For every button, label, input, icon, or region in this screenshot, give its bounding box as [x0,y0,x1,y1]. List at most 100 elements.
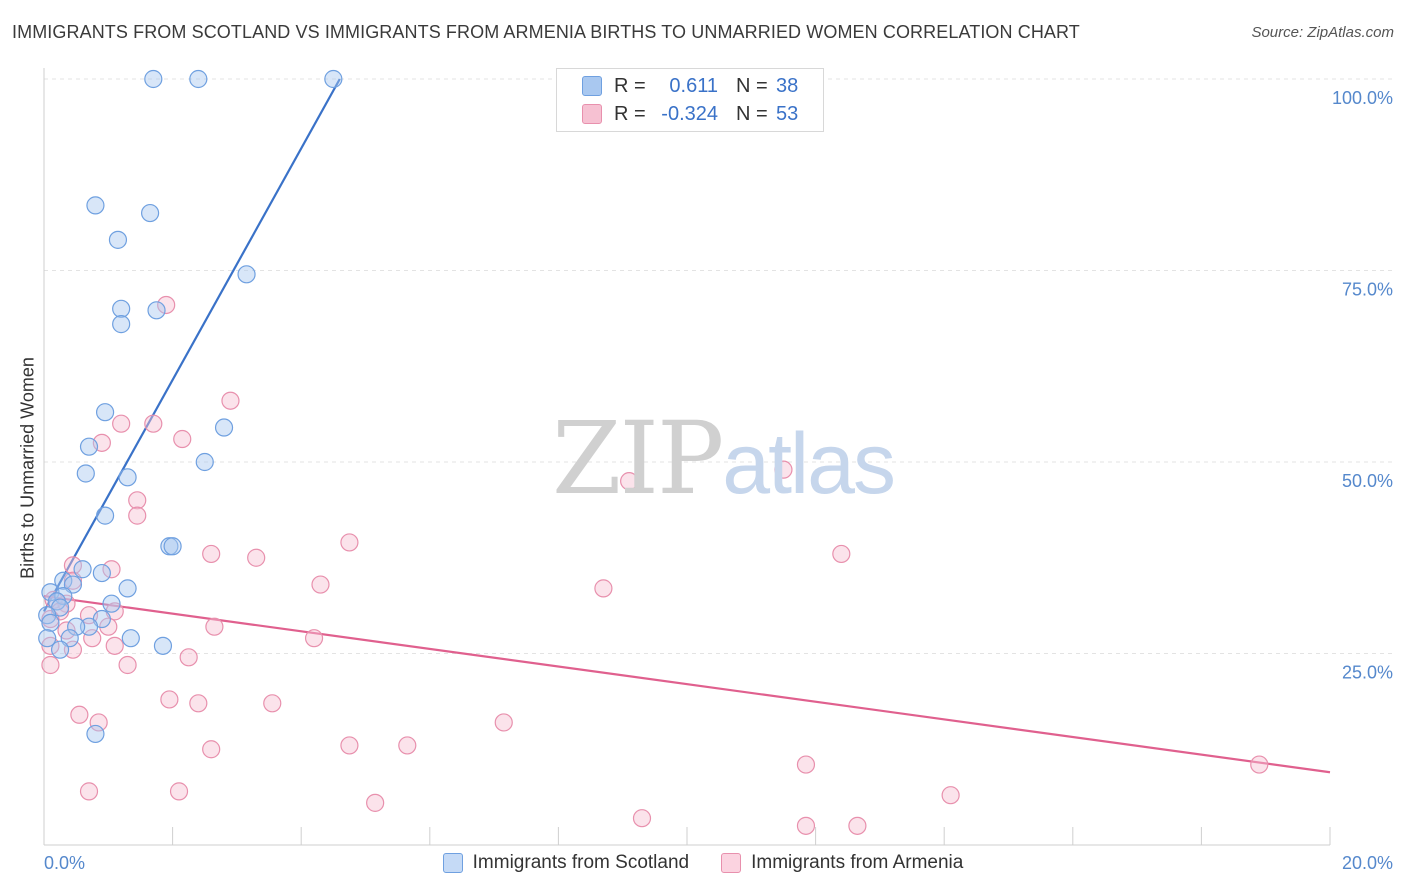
point-armenia [311,575,330,594]
watermark-atlas: atlas [722,416,896,512]
point-armenia [205,617,224,636]
point-armenia [366,793,385,812]
source-label: Source: ZipAtlas.com [1251,24,1394,41]
legend-swatch-scotland [582,76,602,96]
point-scotland [86,724,105,744]
point-armenia [83,629,102,648]
point-armenia [247,548,266,567]
series-legend: Immigrants from Scotland Immigrants from… [0,852,1406,874]
point-armenia [848,816,867,835]
tick-labels: 25.0% 50.0% 75.0% 100.0% 0.0% 20.0% [44,88,1393,873]
r-value: -0.324 [661,102,718,125]
point-scotland [50,640,70,659]
y-tick-label: 25.0% [1342,663,1393,683]
trend-line-scotland [43,78,341,612]
legend-swatch-armenia [721,853,742,873]
point-armenia [63,640,83,659]
point-armenia [594,579,613,598]
point-scotland [140,203,160,223]
point-armenia [304,629,324,648]
point-scotland [73,560,92,579]
point-scotland [79,617,99,636]
point-scotland [112,299,131,318]
point-scotland [67,617,86,636]
point-scotland [38,629,57,648]
point-armenia [89,713,108,732]
legend-row-scotland: R = 0.611 N = 38 [582,74,798,98]
y-tick-label: 100.0% [1332,88,1393,108]
point-armenia [340,736,359,755]
point-scotland [86,196,105,215]
point-scotland [118,579,137,598]
point-scotland [112,315,131,334]
point-armenia [221,391,240,410]
r-label: R = [614,74,646,97]
n-label: N = [736,74,768,97]
point-armenia [102,560,121,579]
watermark-zip: ZIP [552,400,724,517]
point-armenia [118,655,137,675]
n-value: 38 [776,74,799,97]
point-scotland [237,265,256,284]
point-armenia [774,460,793,479]
point-armenia [105,636,124,655]
point-scotland [195,452,214,472]
point-armenia [340,533,359,552]
point-scotland [41,613,60,632]
legend-item-scotland[interactable]: Immigrants from Scotland [442,852,690,874]
x-tick-label: 0.0% [44,853,85,873]
point-scotland [324,69,343,89]
point-scotland [76,464,95,483]
point-armenia [179,648,198,667]
point-scotland [153,636,173,655]
point-armenia [494,713,513,732]
point-scotland [102,594,121,613]
point-armenia [189,694,208,713]
point-armenia [632,809,652,828]
point-scotland [189,69,208,89]
point-armenia [202,544,221,564]
watermark: ZIPatlas [552,400,896,517]
legend-swatch-armenia [582,104,602,124]
y-axis-label: Births to Unmarried Women [17,357,38,579]
legend-label-armenia: Immigrants from Armenia [751,852,964,873]
legend-swatch-scotland [442,853,463,873]
x-tick-label: 20.0% [1342,853,1393,873]
point-armenia [1250,755,1269,774]
n-label: N = [736,102,768,125]
point-scotland [118,468,137,487]
point-armenia [832,544,851,564]
point-scotland [79,437,99,456]
y-tick-label: 50.0% [1342,471,1393,491]
point-armenia [144,414,163,433]
point-scotland [108,230,128,249]
point-armenia [128,491,147,510]
point-armenia [79,782,99,801]
point-armenia [941,786,960,805]
point-armenia [70,705,89,724]
point-scotland [121,629,140,648]
point-armenia [796,755,816,774]
point-armenia [112,414,131,433]
point-scotland [144,69,163,89]
point-armenia [41,655,60,675]
y-tick-label: 75.0% [1342,280,1393,300]
point-scotland [95,506,115,525]
point-scotland [147,301,166,320]
point-armenia [796,816,816,835]
chart-title: IMMIGRANTS FROM SCOTLAND VS IMMIGRANTS F… [12,22,1080,42]
legend-item-armenia[interactable]: Immigrants from Armenia [721,852,963,874]
point-armenia [169,782,189,801]
point-armenia [202,740,221,759]
point-scotland [163,537,182,556]
point-armenia [620,472,639,491]
point-armenia [160,690,179,709]
point-armenia [128,506,147,525]
point-armenia [398,736,417,755]
point-armenia [263,694,282,713]
point-armenia [63,556,83,575]
legend-label-scotland: Immigrants from Scotland [472,852,690,873]
point-scotland [92,563,111,583]
point-scotland [214,418,234,437]
